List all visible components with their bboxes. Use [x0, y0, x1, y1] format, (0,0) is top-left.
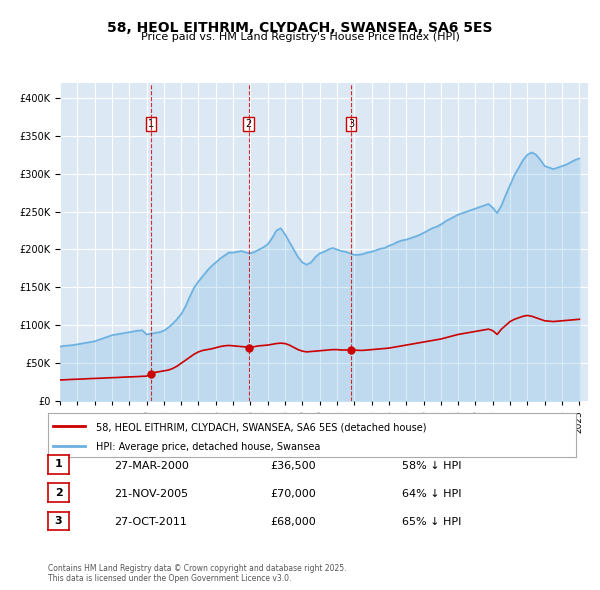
- Text: Contains HM Land Registry data © Crown copyright and database right 2025.
This d: Contains HM Land Registry data © Crown c…: [48, 563, 347, 583]
- Text: 65% ↓ HPI: 65% ↓ HPI: [402, 517, 461, 527]
- Text: 3: 3: [55, 516, 62, 526]
- Text: 3: 3: [348, 119, 354, 129]
- Text: Price paid vs. HM Land Registry's House Price Index (HPI): Price paid vs. HM Land Registry's House …: [140, 32, 460, 42]
- Text: 2: 2: [245, 119, 251, 129]
- Text: 58, HEOL EITHRIM, CLYDACH, SWANSEA, SA6 5ES: 58, HEOL EITHRIM, CLYDACH, SWANSEA, SA6 …: [107, 21, 493, 35]
- Text: 2: 2: [55, 488, 62, 497]
- Text: £68,000: £68,000: [270, 517, 316, 527]
- Text: 58% ↓ HPI: 58% ↓ HPI: [402, 461, 461, 470]
- Text: £70,000: £70,000: [270, 489, 316, 499]
- Text: 27-OCT-2011: 27-OCT-2011: [114, 517, 187, 527]
- Text: 1: 1: [55, 460, 62, 469]
- Text: HPI: Average price, detached house, Swansea: HPI: Average price, detached house, Swan…: [95, 442, 320, 452]
- Text: 27-MAR-2000: 27-MAR-2000: [114, 461, 189, 470]
- Text: 21-NOV-2005: 21-NOV-2005: [114, 489, 188, 499]
- Text: £36,500: £36,500: [270, 461, 316, 470]
- Text: 64% ↓ HPI: 64% ↓ HPI: [402, 489, 461, 499]
- Text: 58, HEOL EITHRIM, CLYDACH, SWANSEA, SA6 5ES (detached house): 58, HEOL EITHRIM, CLYDACH, SWANSEA, SA6 …: [95, 422, 426, 432]
- Text: 1: 1: [148, 119, 154, 129]
